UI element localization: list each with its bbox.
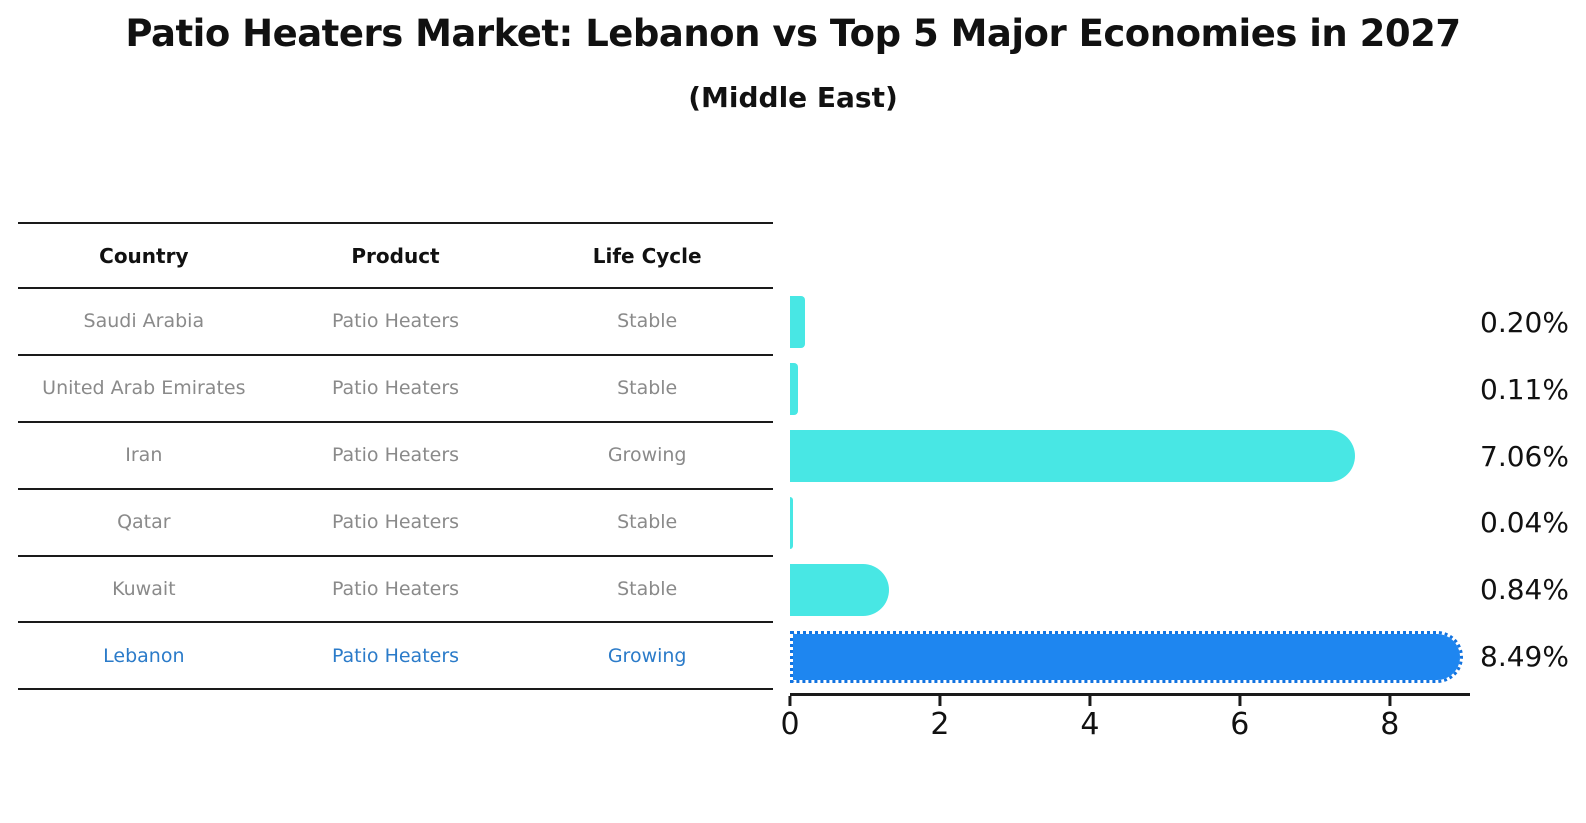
table-row-kuwait: Kuwait Patio Heaters Stable [18, 557, 773, 624]
bar-row [790, 423, 1470, 490]
table-row-lebanon: Lebanon Patio Heaters Growing [18, 623, 773, 691]
value-label-saudi-arabia: 0.20% [1480, 305, 1569, 339]
bar-row [790, 556, 1470, 623]
table-cell-country: United Arab Emirates [42, 377, 246, 400]
value-label-lebanon: 8.49% [1480, 640, 1569, 674]
value-label-kuwait: 0.84% [1480, 573, 1569, 607]
table-cell-life-cycle: Stable [617, 377, 678, 400]
bar-united-arab-emirates [790, 363, 799, 416]
x-axis-tick-6: 6 [1230, 696, 1249, 742]
x-axis-tick-8: 8 [1380, 696, 1399, 742]
tick-mark [938, 696, 942, 706]
table-row-iran: Iran Patio Heaters Growing [18, 423, 773, 490]
table-cell-product: Patio Heaters [331, 578, 460, 600]
table-row-qatar: Qatar Patio Heaters Stable [18, 490, 773, 557]
x-axis-spine [790, 693, 1470, 696]
x-axis-tick-4: 4 [1080, 696, 1099, 742]
table-cell-life-cycle: Stable [617, 578, 678, 600]
table-cell-country: Kuwait [112, 578, 176, 600]
tick-label: 6 [1230, 707, 1250, 742]
table-cell-life-cycle: Growing [607, 444, 687, 467]
tick-mark [1388, 696, 1392, 706]
table-row-united-arab-emirates: United Arab Emirates Patio Heaters Stabl… [18, 356, 773, 423]
table-cell-product: Patio Heaters [331, 644, 460, 667]
tick-label: 4 [1080, 707, 1100, 742]
table-header-row: Country Product Life Cycle [18, 224, 773, 289]
x-axis: 0 2 4 6 8 [780, 693, 1470, 753]
table-cell-product: Patio Heaters [331, 310, 460, 333]
table-cell-country: Lebanon [103, 644, 185, 667]
tick-mark [1088, 696, 1092, 706]
table-cell-life-cycle: Growing [607, 644, 687, 667]
chart-subtitle: (Middle East) [688, 81, 898, 114]
bar-lebanon [790, 630, 1463, 683]
tick-label: 2 [930, 707, 950, 742]
bar-plot-area [790, 289, 1470, 690]
tick-mark [788, 696, 792, 706]
value-label-iran: 7.06% [1480, 439, 1569, 473]
table-cell-country: Saudi Arabia [83, 310, 205, 333]
bar-qatar [790, 496, 793, 549]
table-cell-life-cycle: Stable [617, 310, 678, 333]
bar-row [790, 356, 1470, 423]
column-header-product: Product [351, 243, 440, 268]
bar-row [790, 289, 1470, 356]
value-label-united-arab-emirates: 0.11% [1480, 372, 1569, 406]
bar-row [790, 623, 1470, 690]
table-cell-life-cycle: Stable [617, 511, 678, 534]
table-row-saudi-arabia: Saudi Arabia Patio Heaters Stable [18, 289, 773, 356]
bar-row [790, 489, 1470, 556]
value-label-qatar: 0.04% [1480, 506, 1569, 540]
tick-label: 0 [780, 707, 800, 742]
table-cell-country: Iran [125, 444, 163, 467]
bar-kuwait [790, 563, 889, 616]
x-axis-tick-0: 0 [780, 696, 800, 742]
table-cell-country: Qatar [117, 511, 171, 534]
tick-mark [1238, 696, 1242, 706]
bar-saudi-arabia [790, 296, 805, 349]
tick-label: 8 [1380, 707, 1400, 742]
value-label-column: 0.20% 0.11% 7.06% 0.04% 0.84% 8.49% [1480, 289, 1584, 690]
column-header-country: Country [99, 243, 189, 268]
table-cell-product: Patio Heaters [331, 511, 460, 534]
country-table: Country Product Life Cycle Saudi Arabia … [18, 222, 773, 691]
chart-title: Patio Heaters Market: Lebanon vs Top 5 M… [125, 12, 1461, 55]
column-header-life-cycle: Life Cycle [592, 243, 702, 268]
table-cell-product: Patio Heaters [331, 377, 460, 400]
x-axis-tick-2: 2 [930, 696, 949, 742]
table-cell-product: Patio Heaters [331, 444, 460, 467]
bar-iran [790, 430, 1356, 483]
